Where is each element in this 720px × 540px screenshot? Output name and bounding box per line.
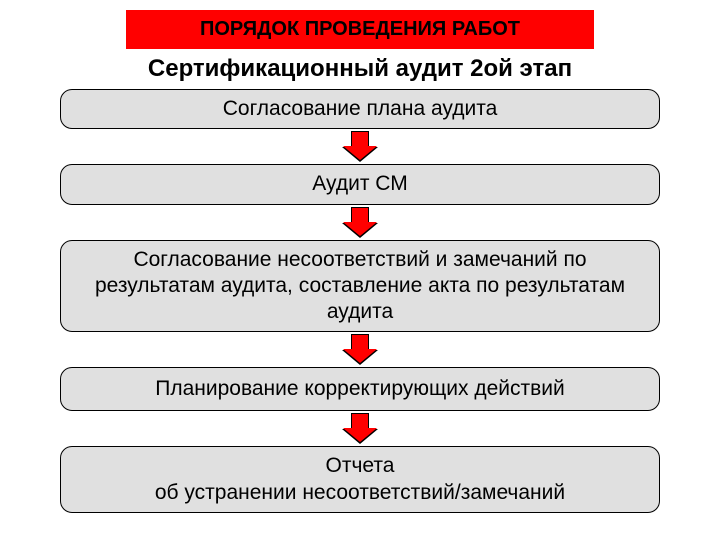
subtitle: Сертификационный аудит 2ой этап — [148, 55, 572, 83]
step-box-2: Аудит СМ — [60, 164, 660, 204]
arrow-4 — [342, 413, 378, 444]
arrow-1 — [342, 131, 378, 162]
arrow-3 — [342, 334, 378, 365]
step-box-1: Согласование плана аудита — [60, 89, 660, 129]
step-box-3: Согласование несоответствий и замечаний … — [60, 240, 660, 333]
arrow-2 — [342, 207, 378, 238]
header-box: ПОРЯДОК ПРОВЕДЕНИЯ РАБОТ — [126, 10, 594, 49]
step-box-5: Отчета об устранении несоответствий/заме… — [60, 446, 660, 513]
step-box-4: Планирование корректирующих действий — [60, 367, 660, 411]
flowchart: Согласование плана аудита Аудит СМ Согласо… — [60, 89, 660, 513]
